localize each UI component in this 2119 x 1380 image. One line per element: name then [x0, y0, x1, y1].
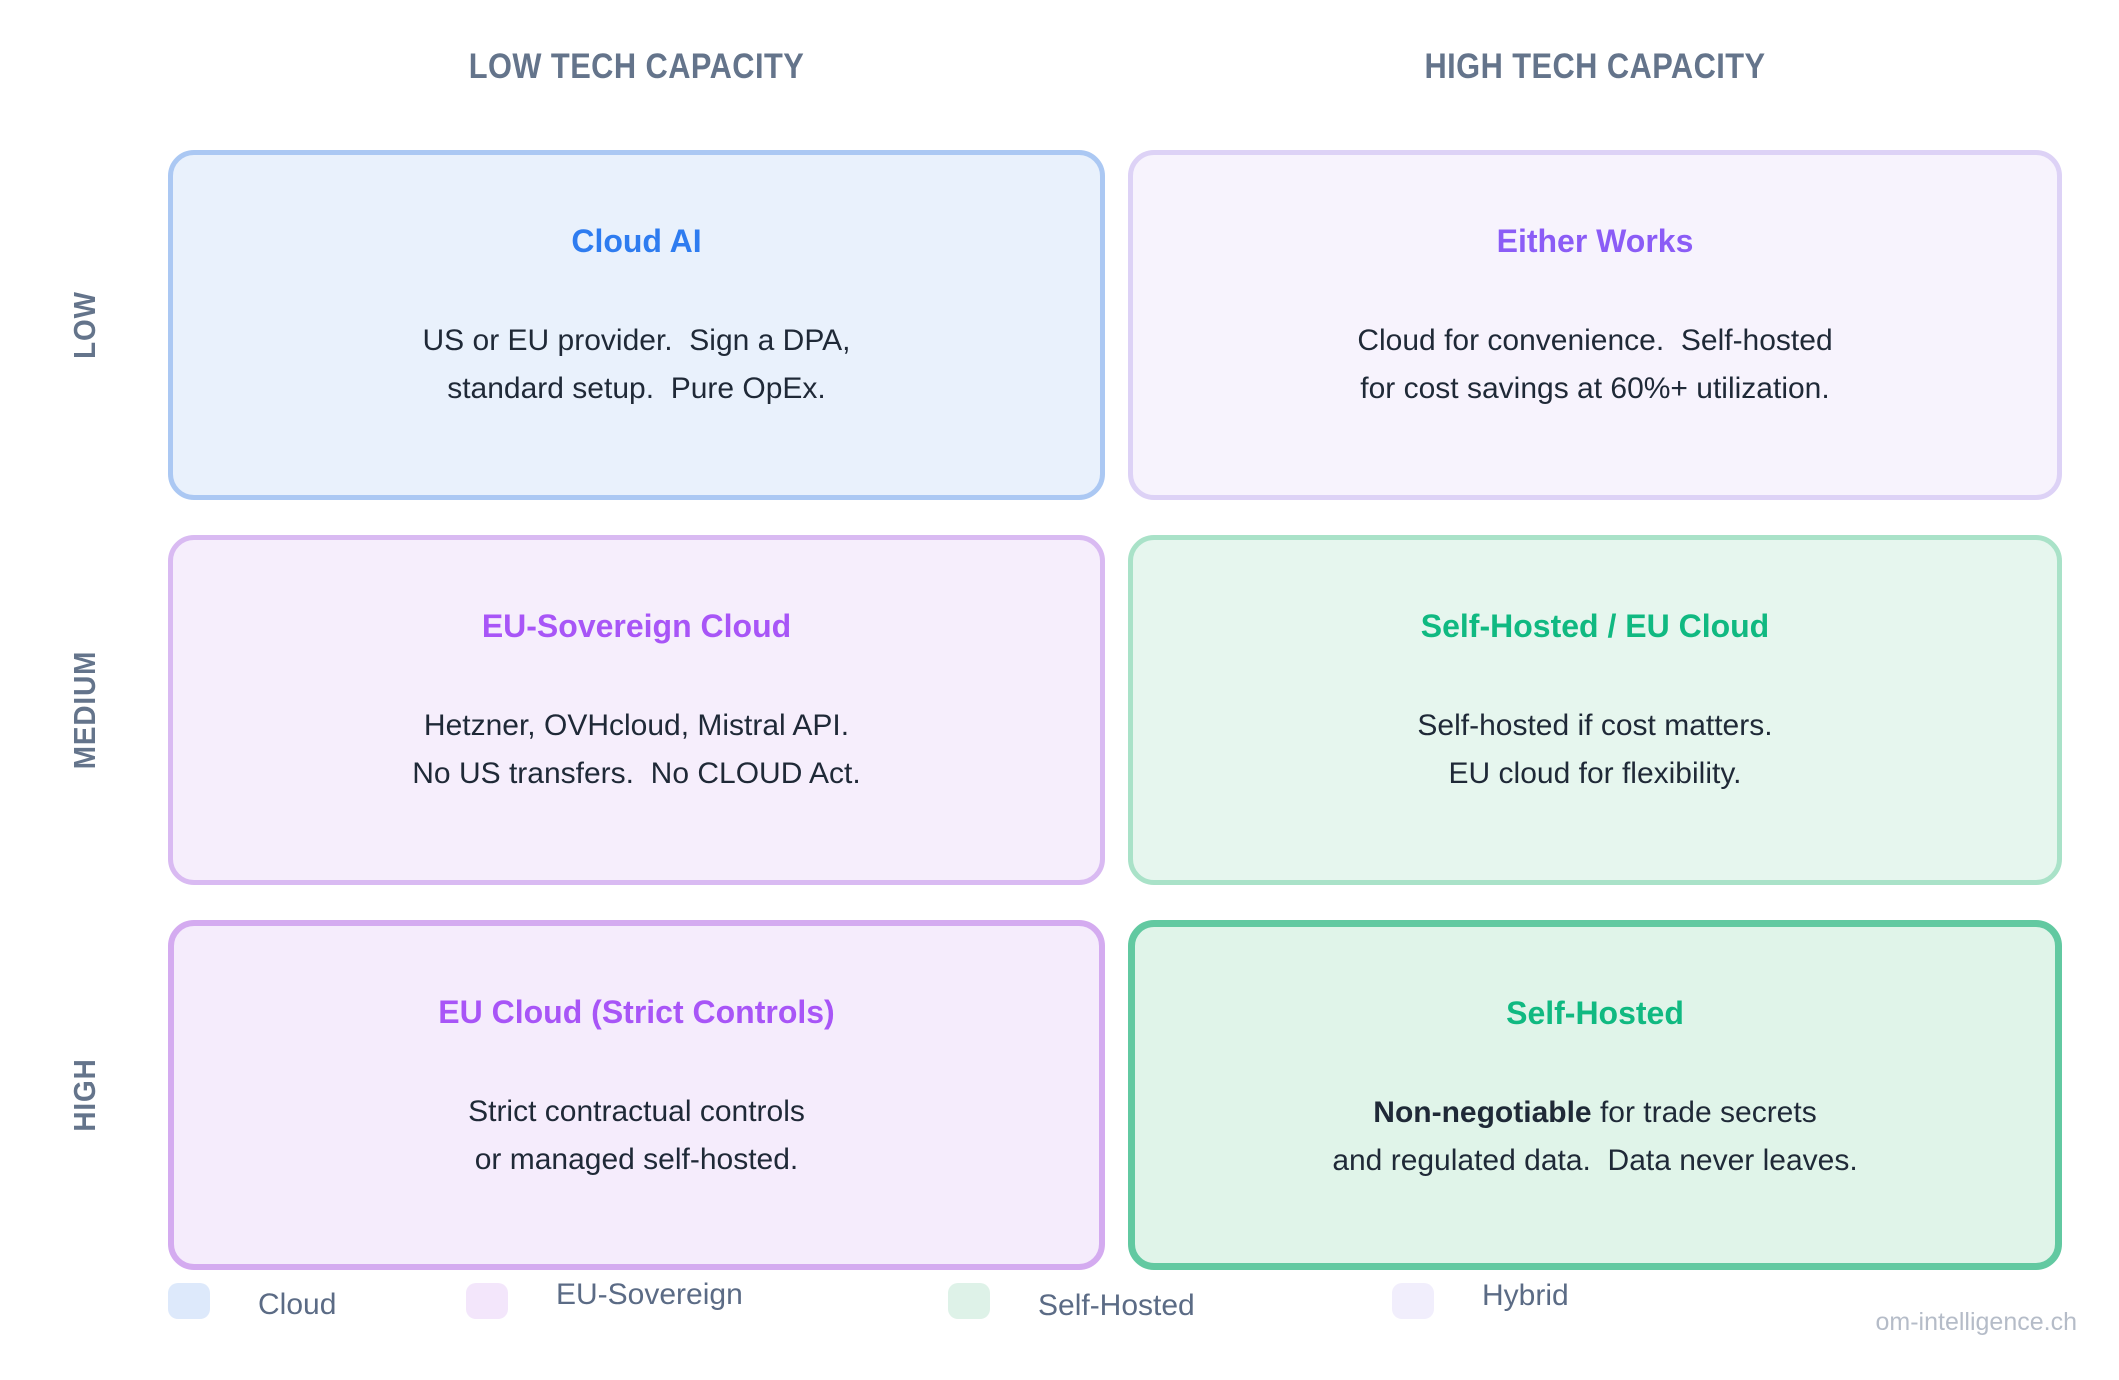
row-label-medium: MEDIUM	[67, 650, 102, 770]
column-header-high-tech: HIGH TECH CAPACITY	[1424, 47, 1766, 86]
legend-swatch-eu-sovereign	[466, 1283, 508, 1319]
legend-swatch-hybrid	[1392, 1283, 1434, 1319]
cell-body: Non-negotiable for trade secrets and reg…	[1332, 1089, 1857, 1185]
legend-label: Cloud	[258, 1288, 337, 1321]
cell-title: EU-Sovereign Cloud	[481, 608, 792, 644]
cell-body: Self-hosted if cost matters. EU cloud fo…	[1417, 709, 1773, 790]
column-header-low-tech: LOW TECH CAPACITY	[468, 47, 805, 86]
cell-title: Self-Hosted / EU Cloud	[1420, 608, 1770, 644]
cell-eu-sovereign-cloud: EU-Sovereign Cloud Hetzner, OVHcloud, Mi…	[168, 535, 1105, 885]
legend-swatch-self-hosted	[948, 1283, 990, 1319]
cell-cloud-ai: Cloud AI US or EU provider. Sign a DPA, …	[168, 150, 1105, 500]
cell-eu-cloud-strict-controls: EU Cloud (Strict Controls) Strict contra…	[168, 920, 1105, 1270]
cell-body: Strict contractual controls or managed s…	[468, 1095, 805, 1176]
cell-either-works: Either Works Cloud for convenience. Self…	[1128, 150, 2062, 500]
cell-body: Cloud for convenience. Self-hosted for c…	[1357, 324, 1833, 405]
cell-body: Hetzner, OVHcloud, Mistral API. No US tr…	[412, 709, 861, 790]
cell-title: Either Works	[1496, 223, 1694, 259]
cell-body-rest: for trade secrets and regulated data. Da…	[1332, 1096, 1858, 1177]
cell-title: EU Cloud (Strict Controls)	[438, 994, 835, 1030]
row-label-low: LOW	[67, 291, 102, 359]
legend-label: Hybrid	[1482, 1279, 1569, 1312]
watermark: om-intelligence.ch	[1875, 1308, 2078, 1336]
cell-title: Cloud AI	[571, 223, 702, 259]
cell-body: US or EU provider. Sign a DPA, standard …	[422, 324, 851, 405]
cell-body-bold: Non-negotiable	[1373, 1096, 1592, 1129]
cell-self-hosted: Self-Hosted Non-negotiable for trade sec…	[1128, 920, 2062, 1270]
row-label-high: HIGH	[67, 1058, 102, 1132]
legend-swatch-cloud	[168, 1283, 210, 1319]
cell-self-hosted-eu-cloud: Self-Hosted / EU Cloud Self-hosted if co…	[1128, 535, 2062, 885]
cell-title: Self-Hosted	[1506, 995, 1684, 1031]
legend-label: Self-Hosted	[1038, 1289, 1195, 1322]
legend-label: EU-Sovereign	[556, 1278, 743, 1311]
